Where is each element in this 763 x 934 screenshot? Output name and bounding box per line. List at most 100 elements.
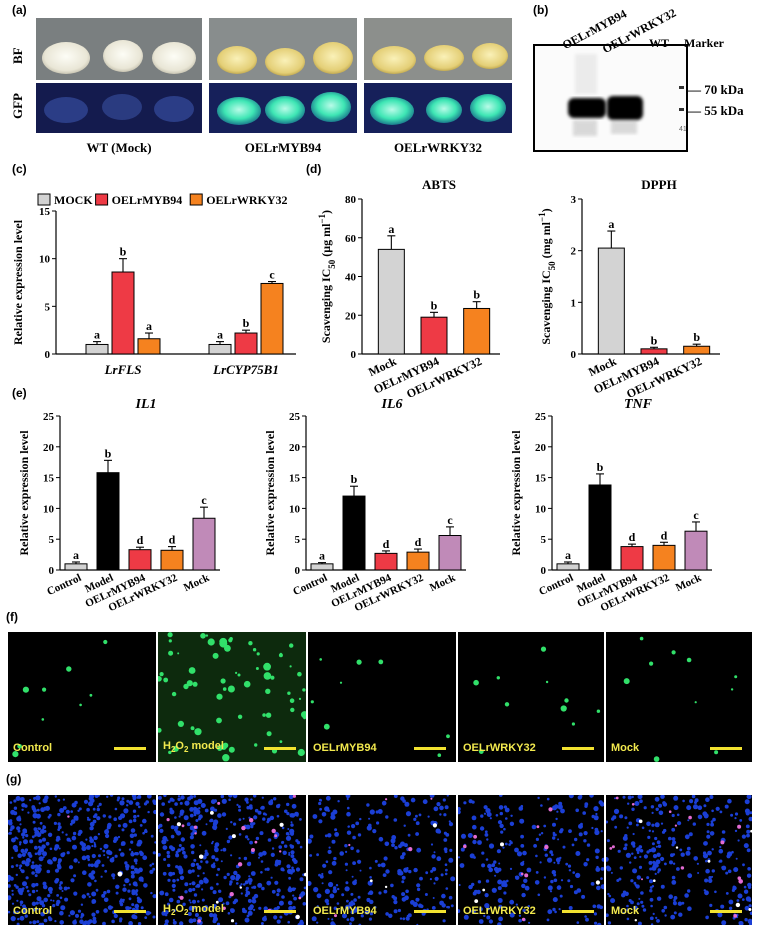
marker-55kda: — 55 kDa [688, 103, 744, 118]
chart-c-legend-swatch [95, 193, 109, 206]
scale-bar [710, 910, 742, 913]
chart-e-tnf-ytick-label: 15 [535, 473, 547, 485]
chart-e-il6-title: IL6 [381, 397, 403, 412]
chart-e-tnf-ytick-label: 25 [535, 411, 547, 423]
chart-e-il1-ytick-label: 15 [43, 473, 55, 485]
chart-d-abts-ytick-label: 0 [351, 349, 357, 361]
panel-d-label: (d) [306, 162, 322, 176]
chart-c-legend-swatch [189, 193, 203, 206]
panel-g-label: (g) [6, 772, 22, 786]
chart-d-abts-title: ABTS [422, 177, 456, 192]
chart-e-il1-title: IL1 [135, 397, 157, 412]
chart-e-tnf-bar [684, 530, 708, 571]
chart-e-il6-letter: b [351, 472, 358, 486]
chart-d-dpph-bar [640, 348, 668, 355]
chart-d-abts-letter: b [431, 298, 438, 312]
image-label: Control [13, 742, 53, 754]
chart-e-il6-ytick-label: 5 [295, 534, 301, 546]
chart-e-il1-letter: a [73, 548, 79, 562]
chart-d-dpph-ytick-label: 2 [571, 246, 577, 258]
col-label-oelrmyb94: OELrMYB94 [244, 140, 322, 155]
chart-e-il1-letter: d [137, 533, 144, 547]
chart-d-abts-ytick-label: 40 [345, 272, 357, 284]
chart-d-abts-ytick-label: 60 [345, 233, 357, 245]
chart-c-letter: b [120, 245, 127, 259]
chart-e-il1-ytick-label: 0 [49, 565, 55, 577]
chart-c-bar [137, 338, 161, 355]
chart-e-il1-ytick-label: 20 [43, 442, 55, 454]
chart-e-il1-bar [128, 549, 152, 571]
ros-image-control: Control [8, 632, 156, 762]
tunel-image-mock: Mock [606, 795, 752, 925]
chart-e-il1-letter: c [201, 493, 207, 507]
chart-e-il6-bar [342, 495, 366, 571]
chart-c-ylabel: Relative expression level [11, 219, 25, 345]
chart-e-il1-ytick-label: 5 [49, 534, 55, 546]
chart-d-dpph-ytick-label: 0 [571, 349, 577, 361]
panel-c-label: (c) [12, 162, 27, 176]
chart-e-il6-letter: d [383, 537, 390, 551]
ros-image-h2o2-model: H2O2 model [158, 632, 306, 762]
chart-c-ytick-label: 10 [39, 254, 51, 266]
tunel-image-h2o2-model: H2O2 model [158, 795, 306, 925]
bf-photo-wt [36, 18, 202, 80]
chart-d-abts-letter: a [388, 222, 394, 236]
image-label: OELrMYB94 [313, 905, 377, 917]
image-label: OELrWRKY32 [463, 742, 536, 754]
bf-photo-oelrwrky32 [364, 18, 512, 80]
blot-faint-text: 417 [679, 126, 687, 133]
scale-bar [414, 910, 446, 913]
chart-c-ytick-label: 15 [39, 206, 51, 218]
image-label: Control [13, 905, 53, 917]
image-label: Mock [611, 742, 640, 754]
chart-e-tnf-letter: b [597, 460, 604, 474]
chart-d-abts-ytick-label: 20 [345, 310, 357, 322]
chart-e-il6-ytick-label: 25 [289, 411, 301, 423]
panel-b-label: (b) [533, 3, 549, 17]
chart-e-il1-bar [192, 517, 216, 571]
chart-e-il1-ylabel: Relative expression level [17, 430, 31, 556]
chart-e-tnf-letter: d [629, 530, 636, 544]
chart-d-dpph-ytick-label: 1 [571, 297, 577, 309]
ros-image-mock: Mock [606, 632, 752, 762]
scale-bar [562, 910, 594, 913]
scale-bar [114, 910, 146, 913]
tunel-image-control: Control [8, 795, 156, 925]
chart-c-letter: a [217, 328, 223, 342]
bf-photo-oelrmyb94 [209, 18, 357, 80]
panel-f-label: (f) [6, 610, 18, 624]
scale-bar [114, 747, 146, 750]
chart-e-il1-letter: b [105, 446, 112, 460]
chart-e-il6-bar [406, 551, 430, 571]
chart-c-letter: b [243, 316, 250, 330]
chart-c-ytick-label: 5 [45, 301, 51, 313]
western-blot: 417 [533, 44, 688, 152]
chart-c-xtick-label: LrFLS [104, 362, 142, 377]
marker-70kda: — 70 kDa [688, 82, 744, 97]
lane-label-wt: WT [649, 36, 670, 50]
image-label: OELrWRKY32 [463, 905, 536, 917]
col-label-oelrwrky32: OELrWRKY32 [393, 140, 483, 155]
chart-e-il1-letter: d [169, 533, 176, 547]
chart-d-abts-ylabel: Scavenging IC50 (μg ml−1) [317, 210, 337, 343]
chart-c-xtick-label: LrCYP75B1 [212, 362, 279, 377]
chart-e-tnf-bar [556, 563, 580, 571]
chart-e-il1-ytick-label: 10 [43, 503, 55, 515]
chart-e-tnf-title: TNF [624, 397, 653, 412]
chart-e-il1-bar [64, 563, 88, 571]
chart-e-il6-bar [374, 552, 398, 571]
tunel-image-oelrwrky32: OELrWRKY32 [458, 795, 604, 925]
chart-e-il6-ytick-label: 0 [295, 565, 301, 577]
chart-d-dpph-ylabel: Scavenging IC50 (mg ml−1) [537, 208, 557, 344]
chart-e-tnf-bar [588, 484, 612, 571]
chart-c-bar [111, 271, 135, 355]
chart-e-tnf-xtick-label: Mock [674, 571, 704, 594]
chart-e-il6-ylabel: Relative expression level [263, 430, 277, 556]
chart-c-bar [260, 282, 284, 355]
chart-c-letter: a [146, 319, 152, 333]
chart-e-il6-letter: d [415, 535, 422, 549]
chart-e-il1-bar [96, 472, 120, 571]
chart-e-il1-xtick-label: Mock [182, 571, 212, 594]
chart-e-tnf-ytick-label: 0 [541, 565, 547, 577]
chart-e-il6-letter: a [319, 549, 325, 563]
